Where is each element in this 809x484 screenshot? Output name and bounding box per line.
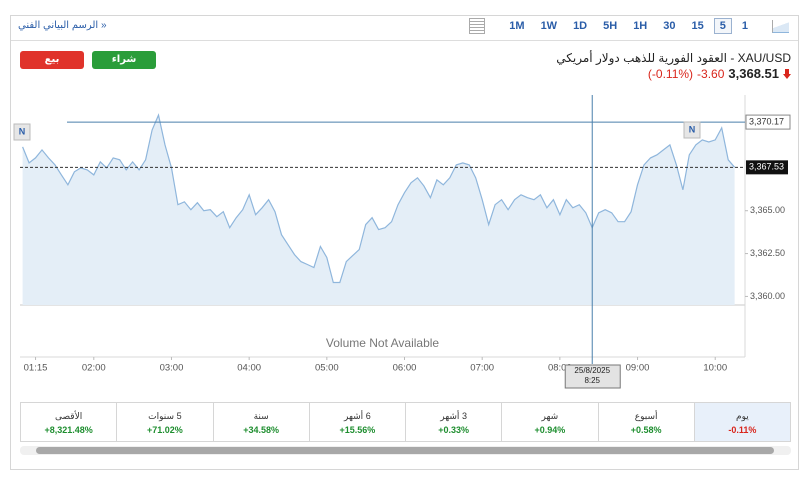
period-cell[interactable]: 5 سنوات +71.02% <box>116 403 212 441</box>
period-change: +0.58% <box>630 425 662 435</box>
period-label: الأقصى <box>55 411 83 421</box>
x-tick-label: 06:00 <box>393 363 417 374</box>
period-cell[interactable]: 6 أشهر +15.56% <box>308 403 405 441</box>
technical-chart-link[interactable]: الرسم البياني الفني » <box>18 20 107 31</box>
down-arrow <box>783 68 791 79</box>
y-tick-label: 3,365.00 <box>750 205 785 215</box>
quote-title: XAU/USD - العقود الفورية للذهب دولار أمر… <box>556 51 791 65</box>
last-label-box <box>746 160 788 175</box>
table-icon <box>469 18 486 34</box>
y-tick-label: 3,362.50 <box>750 248 785 258</box>
period-label: أسبوع <box>634 411 658 421</box>
period-cell[interactable]: شهر +0.94% <box>501 403 597 441</box>
period-cell[interactable]: يوم -0.11% <box>693 403 790 441</box>
change-pct: (-0.11%) <box>647 66 694 81</box>
sell-button[interactable]: بيع <box>20 51 84 69</box>
buy-button[interactable]: شراء <box>92 51 156 69</box>
period-change: +8,321.48% <box>44 425 93 435</box>
period-label: 5 سنوات <box>148 411 182 421</box>
news-marker <box>13 123 31 141</box>
change: -3.60 <box>697 66 725 81</box>
period-change: +71.02% <box>146 425 183 435</box>
price: 3,368.51 <box>728 66 779 81</box>
price-area <box>22 115 735 305</box>
period-change: +0.94% <box>534 425 566 435</box>
x-tick-label: 08:00 <box>548 363 572 374</box>
separator <box>11 40 798 41</box>
quote-line: (-0.11%) -3.60 3,368.51 <box>648 66 791 81</box>
chart-type-icon[interactable] <box>772 19 789 33</box>
period-change: +34.58% <box>243 425 280 435</box>
x-tick-label: 05:00 <box>315 363 339 374</box>
period-change: +15.56% <box>339 425 376 435</box>
period-label: 3 أشهر <box>440 411 467 421</box>
widget-panel <box>10 15 799 470</box>
x-tick-label: 07:00 <box>470 363 494 374</box>
period-cell[interactable]: 3 أشهر +0.33% <box>405 403 501 441</box>
timeframe-button[interactable]: 5 <box>713 18 732 34</box>
high-label-box <box>745 114 791 130</box>
crosshair-time: 8:25 <box>584 376 600 385</box>
x-tick-label: 02:00 <box>82 363 106 374</box>
timeframe-button[interactable]: 1D <box>573 20 588 32</box>
volume-note: Volume Not Available <box>326 336 440 350</box>
timeframe-button[interactable]: 30 <box>663 20 676 32</box>
period-cell[interactable]: أسبوع +0.58% <box>597 403 694 441</box>
timeframe-bar: 1M 1W 1D 5H 1H 30 15 5 1 <box>469 18 789 34</box>
scrollbar-thumb[interactable] <box>36 447 774 454</box>
period-change: +0.33% <box>438 425 470 435</box>
x-tick-label: 04:00 <box>237 363 261 374</box>
last-label: 3,367.53 <box>749 162 784 172</box>
x-tick-label: 10:00 <box>703 363 727 374</box>
period-table: يوم -0.11% أسبوع +0.58% شهر +0.94% 3 أشهر +0.33… <box>20 402 791 442</box>
crosshair-label-box <box>564 364 621 389</box>
news-marker <box>683 121 701 139</box>
period-label: شهر <box>541 411 559 421</box>
y-tick-label: 3,360.00 <box>750 291 785 301</box>
timeframe-button[interactable]: 1 <box>741 20 748 32</box>
high-label: 3,370.17 <box>749 116 784 126</box>
period-label: 6 أشهر <box>344 411 371 421</box>
x-tick-label: 09:00 <box>626 363 650 374</box>
timeframe-button[interactable]: 1W <box>540 20 558 32</box>
period-label: سنة <box>253 411 269 421</box>
timeframe-button[interactable]: 1M <box>509 20 525 32</box>
period-label: يوم <box>736 411 749 421</box>
x-tick-label: 03:00 <box>160 363 184 374</box>
news-marker-label: N <box>19 126 26 136</box>
price-line <box>22 113 736 284</box>
period-cell[interactable]: الأقصى +8,321.48% <box>21 403 116 441</box>
timeframe-button[interactable]: 15 <box>691 20 704 32</box>
timeframe-button[interactable]: 1H <box>633 20 648 32</box>
x-tick-label: 01:15 <box>24 363 48 374</box>
timeframe-button[interactable]: 5H <box>603 20 618 32</box>
news-marker-label: N <box>689 124 696 134</box>
crosshair-date: 25/8/2025 <box>574 366 610 375</box>
period-change: -0.11% <box>728 425 757 435</box>
period-cell[interactable]: سنة +34.58% <box>212 403 309 441</box>
